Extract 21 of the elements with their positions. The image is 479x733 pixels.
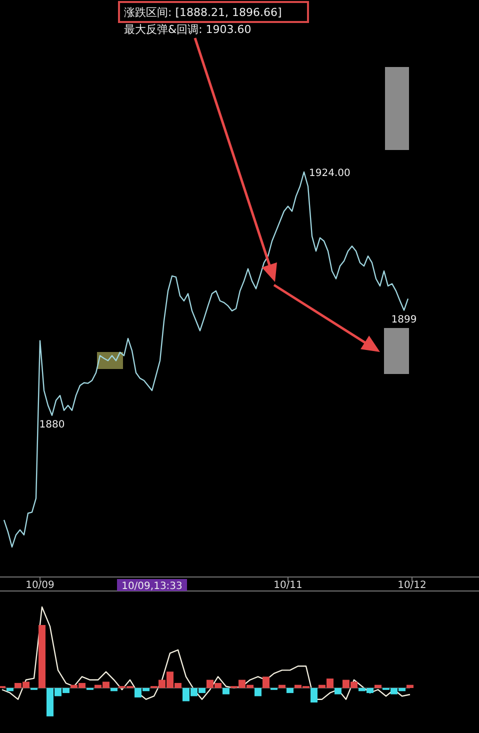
text: 10/09,13:33: [122, 581, 182, 592]
bar: [310, 688, 318, 702]
text: 最大反弹&回调: 1903.60: [124, 23, 252, 36]
x-tick-label: 10/12: [398, 580, 426, 591]
text: 涨跌区间: [1888.21, 1896.66]: [124, 6, 282, 19]
bar: [334, 688, 342, 694]
x-tick-label: 10/09: [26, 580, 54, 591]
bar: [262, 676, 270, 688]
bar: [254, 688, 262, 696]
x-tick-label: 10/11: [274, 580, 302, 591]
data-label: 1899: [391, 314, 417, 326]
bar: [222, 688, 230, 694]
bar: [374, 684, 382, 688]
bar: [278, 684, 286, 688]
bar: [286, 688, 294, 694]
bar: [110, 688, 118, 692]
data-label: 1880: [39, 419, 65, 430]
bar: [6, 688, 14, 692]
bar: [38, 625, 46, 688]
bar: [406, 684, 414, 688]
data-label: 1924.00: [309, 168, 350, 179]
